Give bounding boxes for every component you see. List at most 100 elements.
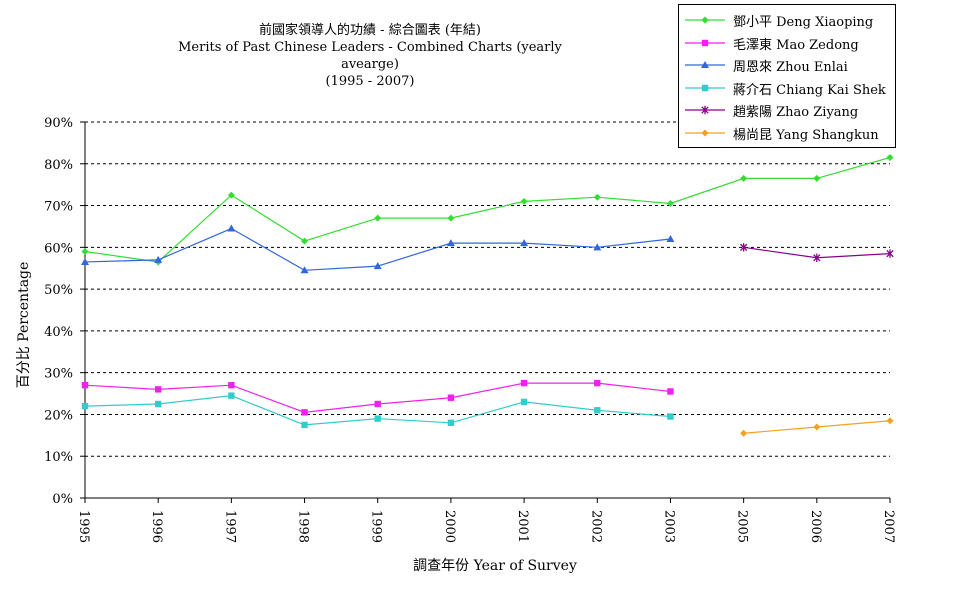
series-1-point [154,386,162,393]
legend-label: 鄧小平 Deng Xiaoping [733,15,874,30]
chart-subtitle: Merits of Past Chinese Leaders - Combine… [178,40,562,72]
series-3-point [520,398,528,406]
legend: 鄧小平 Deng Xiaoping 毛澤東 Mao Zedong 周恩來 Zhou … [678,4,896,148]
series-2-point [593,243,602,251]
legend-swatch [685,105,725,115]
chart-title-block: 前國家領導人的功績 - 綜合圖表 (年結) Merits of Past Chi… [170,22,570,90]
series-3-point [594,407,601,414]
y-tick-label: 80% [44,158,73,173]
x-tick-label: 2002 [588,510,603,543]
x-tick-label: 2000 [442,510,457,543]
legend-swatch [685,84,725,91]
series-3-point [81,402,89,410]
series-3-point [154,400,162,408]
y-tick-label: 10% [44,450,73,465]
legend-item: 趙紫陽 Zhao Ziyang [679,99,895,121]
series-4-point [886,249,894,258]
series-lines [81,154,894,437]
series-0-point [593,193,601,201]
series-3-point [667,413,674,420]
series-0-point [81,248,89,256]
series-4-point [813,253,821,262]
series-1-point [81,382,89,389]
x-tick-label: 2003 [661,510,676,543]
series-1-point [301,409,308,416]
legend-swatch-marker [701,39,709,46]
series-0-point [447,214,455,222]
x-tick-label: 1996 [149,510,164,543]
legend-swatch-marker [701,129,709,136]
x-axis-title: 調查年份 Year of Survey [413,558,577,574]
series-0-point [374,214,382,222]
y-tick-label: 0% [52,492,73,507]
x-tick-label: 1998 [296,510,311,543]
y-tick-label: 20% [44,408,73,423]
series-4-point [739,243,748,252]
x-tick-label: 2006 [808,510,823,543]
series-3-point [301,421,308,429]
x-tick-label: 1999 [369,510,384,543]
legend-swatch-marker [701,61,709,68]
x-tick-label: 2001 [515,510,530,543]
series-2-point [227,224,236,232]
series-1-line [84,382,671,413]
series-2-point [81,257,89,265]
series-0-point [301,237,309,245]
legend-label: 周恩來 Zhou Enlai [733,60,848,75]
series-2-point [446,239,455,247]
legend-item: 鄧小平 Deng Xiaoping [679,9,895,31]
series-1-point [374,400,381,408]
legend-swatch [685,61,725,68]
x-tick-label: 1997 [222,510,237,543]
y-axis-title: 百分比 Percentage [16,261,32,389]
x-tick-label: 2007 [881,510,896,543]
series-1-point [667,388,674,395]
series-2-point [154,255,163,263]
series-2-point [373,262,382,270]
legend-label: 趙紫陽 Zhao Ziyang [733,105,859,120]
series-2-point [520,239,529,247]
series-0-point [666,199,674,207]
chart-title: 前國家領導人的功績 - 綜合圖表 (年結) [259,23,481,38]
y-tick-label: 40% [44,325,73,340]
series-1-point [594,379,601,387]
legend-label: 蔣介石 Chiang Kai Shek [733,82,886,98]
legend-swatch [685,129,725,136]
legend-swatch-marker [701,105,709,115]
y-tick-label: 60% [44,241,73,256]
series-0-line [84,156,891,263]
y-tick-label: 70% [44,200,73,215]
series-2-point [300,266,309,274]
series-0-point [886,154,894,162]
series-0-point [227,191,235,199]
legend-swatch [685,39,725,46]
legend-label: 毛澤東 Mao Zedong [733,37,859,53]
series-0-point [813,174,821,182]
series-3-point [228,392,235,399]
x-tick-label: 1995 [76,510,91,543]
legend-item: 楊尚昆 Yang Shangkun [679,122,895,144]
series-1-point [447,394,455,401]
series-2-point [666,234,675,242]
y-tick-label: 30% [44,367,73,382]
series-3-point [447,419,455,426]
series-5-point [740,429,748,437]
legend-swatch-marker [701,16,709,24]
y-tick-label: 50% [44,283,73,298]
legend-item: 周恩來 Zhou Enlai [679,54,895,76]
x-tick-label: 2005 [735,510,750,543]
legend-label: 楊尚昆 Yang Shangkun [733,127,879,143]
series-5-point [813,423,821,431]
series-0-point [520,197,528,205]
series-1-point [520,379,528,387]
gridlines [85,121,890,457]
series-5-point [886,417,894,425]
chart-subtitle-years: (1995 - 2007) [325,74,415,89]
legend-item: 毛澤東 Mao Zedong [679,32,895,54]
series-0-point [740,174,748,182]
axes: 0% 10% 20% 30% 40% 50% 60% 70% 80% 90% 1995 1996 199… [44,116,896,543]
y-tick-label: 90% [44,116,73,131]
legend-item: 蔣介石 Chiang Kai Shek [679,77,895,99]
series-1-point [228,382,235,389]
